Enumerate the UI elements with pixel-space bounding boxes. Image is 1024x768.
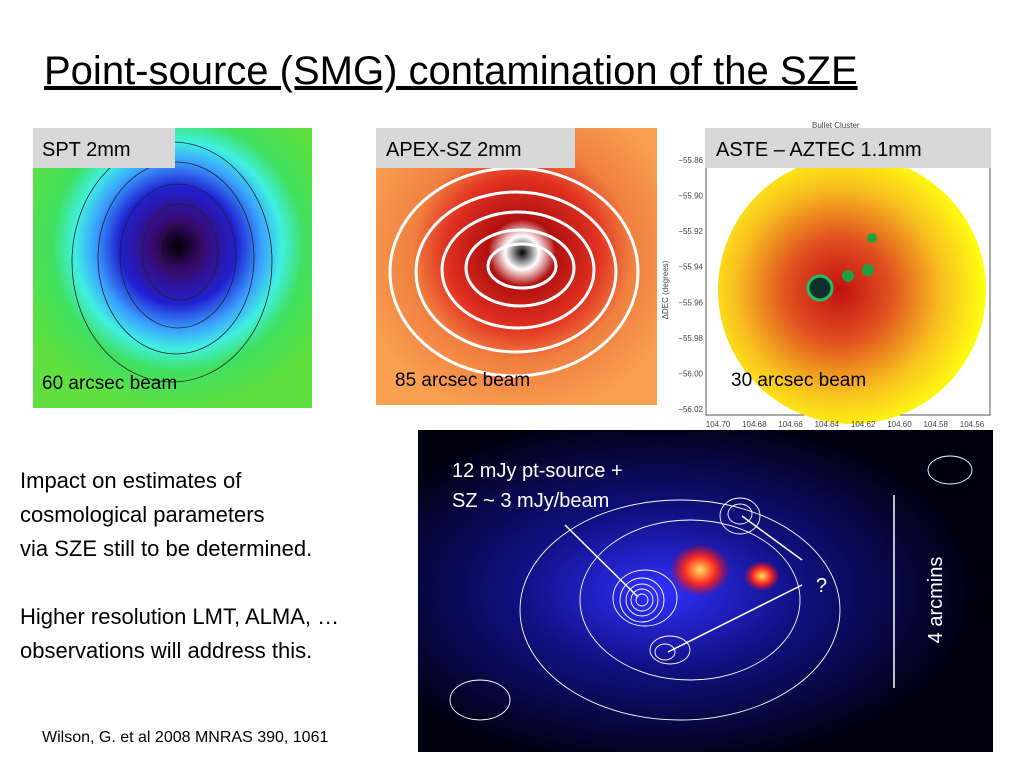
annotation: 12 mJy pt-source + (452, 460, 623, 482)
y-tick-label: −55.92 (678, 227, 703, 236)
body-line: Higher resolution LMT, ALMA, … (20, 604, 339, 629)
scale-label: 4 arcmins (925, 557, 947, 644)
spt-map (33, 128, 312, 408)
x-tick-label: 104.70 (706, 420, 731, 429)
citation: Wilson, G. et al 2008 MNRAS 390, 1061 (42, 729, 328, 746)
beam-label: 60 arcsec beam (42, 373, 177, 394)
x-tick-label: 104.60 (887, 420, 912, 429)
beam-label: 30 arcsec beam (731, 370, 866, 391)
source (806, 274, 834, 302)
x-tick-label: 104.66 (778, 420, 803, 429)
contours (449, 455, 973, 721)
apex-map (376, 128, 657, 405)
title: Point-source (SMG) contamination of the … (44, 49, 858, 93)
source (842, 270, 854, 282)
arrows (564, 495, 895, 688)
y-tick-label: −55.96 (678, 298, 703, 307)
panel-label: ASTE – AZTEC 1.1mm (716, 139, 922, 161)
y-tick-label: −55.98 (678, 334, 703, 343)
y-tick-label: −56.00 (678, 369, 703, 378)
hotspot (744, 561, 780, 591)
label-box (33, 128, 175, 168)
panel-label: APEX-SZ 2mm (386, 139, 522, 161)
plot-title: Bullet Cluster (812, 121, 860, 130)
body-line: cosmological parameters (20, 502, 265, 527)
x-tick-label: 104.56 (960, 420, 985, 429)
source (862, 264, 874, 276)
label-box (705, 128, 991, 168)
annotation: SZ ~ 3 mJy/beam (452, 490, 609, 512)
source (867, 233, 877, 243)
y-tick-label: −55.86 (678, 156, 703, 165)
body-line: Impact on estimates of (20, 468, 242, 493)
beam-label: 85 arcsec beam (395, 370, 530, 391)
body-line: observations will address this. (20, 638, 312, 663)
panel-label: SPT 2mm (42, 139, 131, 161)
y-tick-label: −55.94 (678, 263, 703, 272)
x-tick-label: 104.68 (742, 420, 767, 429)
annotation: ? (816, 575, 827, 597)
hotspot (670, 544, 730, 596)
label-box (376, 128, 575, 168)
aste-map (718, 156, 986, 424)
y-tick-label: −55.90 (678, 192, 703, 201)
y-tick-label: −56.02 (678, 405, 703, 414)
x-tick-label: 104.58 (923, 420, 948, 429)
body-line: via SZE still to be determined. (20, 536, 312, 561)
x-tick-label: 104.64 (815, 420, 840, 429)
x-tick-label: 104.62 (851, 420, 876, 429)
y-axis-label: ΔDEC (degrees) (661, 260, 670, 319)
